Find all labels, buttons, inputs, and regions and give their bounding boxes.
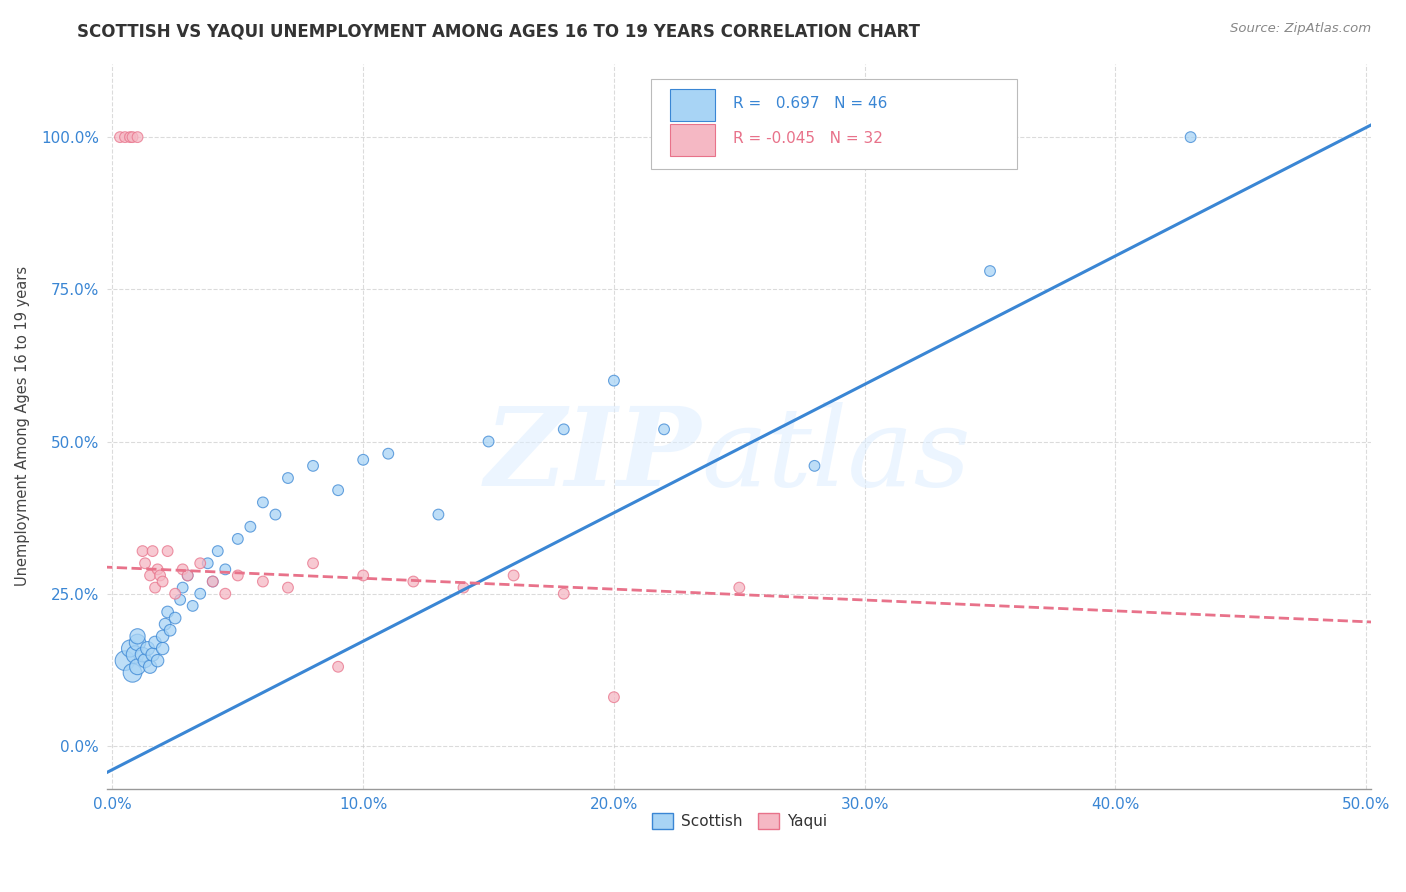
Point	[152, 629, 174, 643]
Point	[142, 544, 165, 558]
Point	[214, 562, 236, 576]
Point	[156, 544, 179, 558]
Point	[188, 587, 211, 601]
Point	[214, 587, 236, 601]
Point	[134, 654, 156, 668]
Point	[252, 495, 274, 509]
Legend: Scottish, Yaqui: Scottish, Yaqui	[645, 807, 832, 835]
Text: ZIP: ZIP	[485, 401, 702, 509]
Point	[1180, 130, 1202, 145]
Point	[402, 574, 425, 589]
Point	[603, 690, 626, 705]
Point	[127, 130, 149, 145]
Point	[553, 587, 575, 601]
Point	[121, 665, 143, 680]
Point	[188, 556, 211, 570]
Point	[139, 659, 162, 673]
Point	[553, 422, 575, 436]
Text: R =   0.697   N = 46: R = 0.697 N = 46	[733, 96, 887, 112]
Point	[156, 605, 179, 619]
Point	[146, 562, 169, 576]
Point	[979, 264, 1001, 278]
Point	[165, 587, 187, 601]
Point	[143, 635, 166, 649]
Point	[427, 508, 450, 522]
Point	[118, 130, 141, 145]
FancyBboxPatch shape	[669, 89, 716, 121]
Point	[127, 635, 149, 649]
FancyBboxPatch shape	[669, 124, 716, 156]
Point	[127, 629, 149, 643]
Point	[153, 617, 176, 632]
Point	[207, 544, 229, 558]
Point	[326, 659, 349, 673]
FancyBboxPatch shape	[651, 78, 1018, 169]
Point	[127, 659, 149, 673]
Point	[134, 556, 156, 570]
Point	[131, 648, 153, 662]
Point	[143, 581, 166, 595]
Point	[277, 471, 299, 485]
Point	[326, 483, 349, 498]
Point	[377, 447, 399, 461]
Point	[176, 568, 198, 582]
Point	[139, 568, 162, 582]
Point	[169, 592, 191, 607]
Point	[352, 452, 374, 467]
Point	[302, 458, 325, 473]
Point	[264, 508, 287, 522]
Point	[252, 574, 274, 589]
Point	[108, 130, 131, 145]
Point	[159, 624, 181, 638]
Text: SCOTTISH VS YAQUI UNEMPLOYMENT AMONG AGES 16 TO 19 YEARS CORRELATION CHART: SCOTTISH VS YAQUI UNEMPLOYMENT AMONG AGE…	[77, 22, 921, 40]
Point	[226, 568, 249, 582]
Y-axis label: Unemployment Among Ages 16 to 19 years: Unemployment Among Ages 16 to 19 years	[15, 266, 30, 586]
Point	[502, 568, 524, 582]
Point	[114, 654, 136, 668]
Point	[121, 130, 143, 145]
Point	[302, 556, 325, 570]
Point	[172, 562, 194, 576]
Point	[118, 641, 141, 656]
Text: R = -0.045   N = 32: R = -0.045 N = 32	[733, 131, 883, 146]
Point	[352, 568, 374, 582]
Point	[124, 648, 146, 662]
Point	[142, 648, 165, 662]
Point	[152, 574, 174, 589]
Point	[165, 611, 187, 625]
Point	[728, 581, 751, 595]
Point	[652, 422, 675, 436]
Point	[114, 130, 136, 145]
Point	[453, 581, 475, 595]
Point	[277, 581, 299, 595]
Point	[131, 544, 153, 558]
Point	[149, 568, 172, 582]
Point	[477, 434, 499, 449]
Point	[172, 581, 194, 595]
Point	[146, 654, 169, 668]
Point	[201, 574, 224, 589]
Point	[803, 458, 825, 473]
Point	[201, 574, 224, 589]
Point	[152, 641, 174, 656]
Point	[181, 599, 204, 613]
Text: Source: ZipAtlas.com: Source: ZipAtlas.com	[1230, 22, 1371, 36]
Point	[136, 641, 159, 656]
Point	[603, 374, 626, 388]
Point	[176, 568, 198, 582]
Point	[239, 520, 262, 534]
Point	[226, 532, 249, 546]
Point	[197, 556, 219, 570]
Text: atlas: atlas	[702, 401, 972, 509]
